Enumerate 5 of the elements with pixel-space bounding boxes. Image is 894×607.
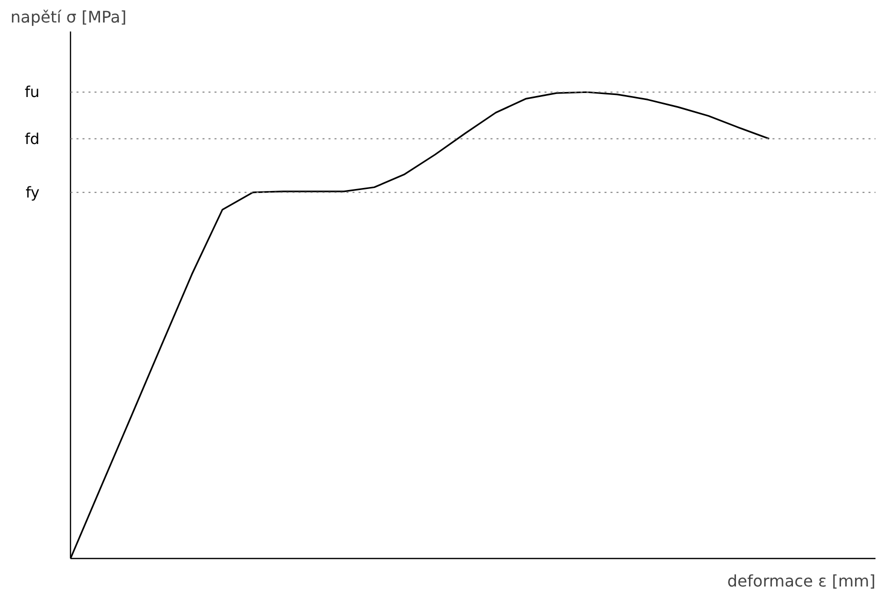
y-axis-title: napětí σ [MPa]	[10, 8, 126, 26]
x-axis-title: deformace ε [mm]	[727, 572, 876, 590]
ref-line-label: fu	[24, 83, 40, 102]
ref-line-label: fy	[26, 183, 40, 202]
ref-line-label: fd	[24, 130, 40, 148]
